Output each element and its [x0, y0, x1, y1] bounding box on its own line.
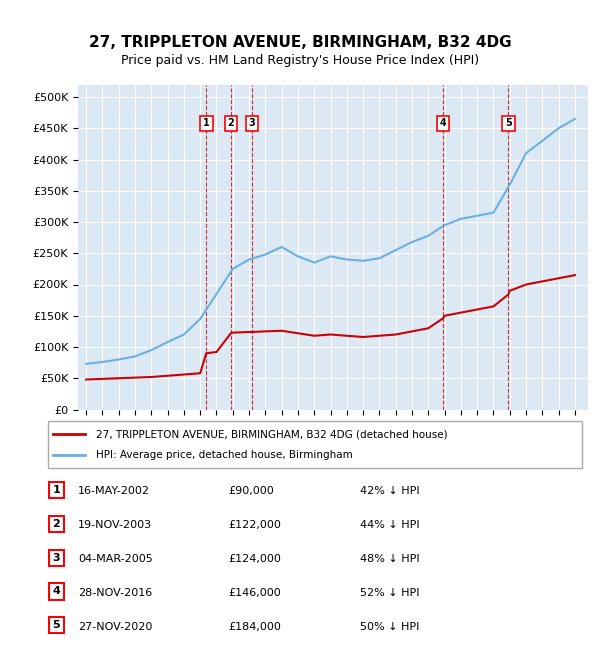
Text: HPI: Average price, detached house, Birmingham: HPI: Average price, detached house, Birm… [96, 450, 353, 460]
FancyBboxPatch shape [49, 549, 64, 566]
Text: 27, TRIPPLETON AVENUE, BIRMINGHAM, B32 4DG (detached house): 27, TRIPPLETON AVENUE, BIRMINGHAM, B32 4… [96, 429, 448, 439]
Text: 48% ↓ HPI: 48% ↓ HPI [360, 554, 419, 564]
Text: 27, TRIPPLETON AVENUE, BIRMINGHAM, B32 4DG: 27, TRIPPLETON AVENUE, BIRMINGHAM, B32 4… [89, 34, 511, 50]
FancyBboxPatch shape [49, 515, 64, 532]
Text: £90,000: £90,000 [228, 486, 274, 497]
Text: 27-NOV-2020: 27-NOV-2020 [78, 621, 152, 632]
Text: £184,000: £184,000 [228, 621, 281, 632]
Text: £124,000: £124,000 [228, 554, 281, 564]
Text: 28-NOV-2016: 28-NOV-2016 [78, 588, 152, 598]
Text: 19-NOV-2003: 19-NOV-2003 [78, 520, 152, 530]
FancyBboxPatch shape [48, 421, 582, 468]
Text: 52% ↓ HPI: 52% ↓ HPI [360, 588, 419, 598]
Text: 2: 2 [227, 118, 234, 129]
Text: 5: 5 [505, 118, 512, 129]
Text: 3: 3 [248, 118, 255, 129]
FancyBboxPatch shape [49, 482, 64, 499]
Text: Price paid vs. HM Land Registry's House Price Index (HPI): Price paid vs. HM Land Registry's House … [121, 54, 479, 67]
Text: 4: 4 [52, 586, 61, 597]
Text: £146,000: £146,000 [228, 588, 281, 598]
Text: 44% ↓ HPI: 44% ↓ HPI [360, 520, 419, 530]
Text: 42% ↓ HPI: 42% ↓ HPI [360, 486, 419, 497]
Text: 3: 3 [53, 552, 60, 563]
FancyBboxPatch shape [49, 617, 64, 634]
Text: 50% ↓ HPI: 50% ↓ HPI [360, 621, 419, 632]
Text: £122,000: £122,000 [228, 520, 281, 530]
Text: 04-MAR-2005: 04-MAR-2005 [78, 554, 153, 564]
FancyBboxPatch shape [49, 583, 64, 600]
Text: 1: 1 [203, 118, 209, 129]
Text: 5: 5 [53, 620, 60, 630]
Text: 1: 1 [53, 485, 60, 495]
Text: 2: 2 [53, 519, 60, 529]
Text: 4: 4 [440, 118, 446, 129]
Text: 16-MAY-2002: 16-MAY-2002 [78, 486, 150, 497]
